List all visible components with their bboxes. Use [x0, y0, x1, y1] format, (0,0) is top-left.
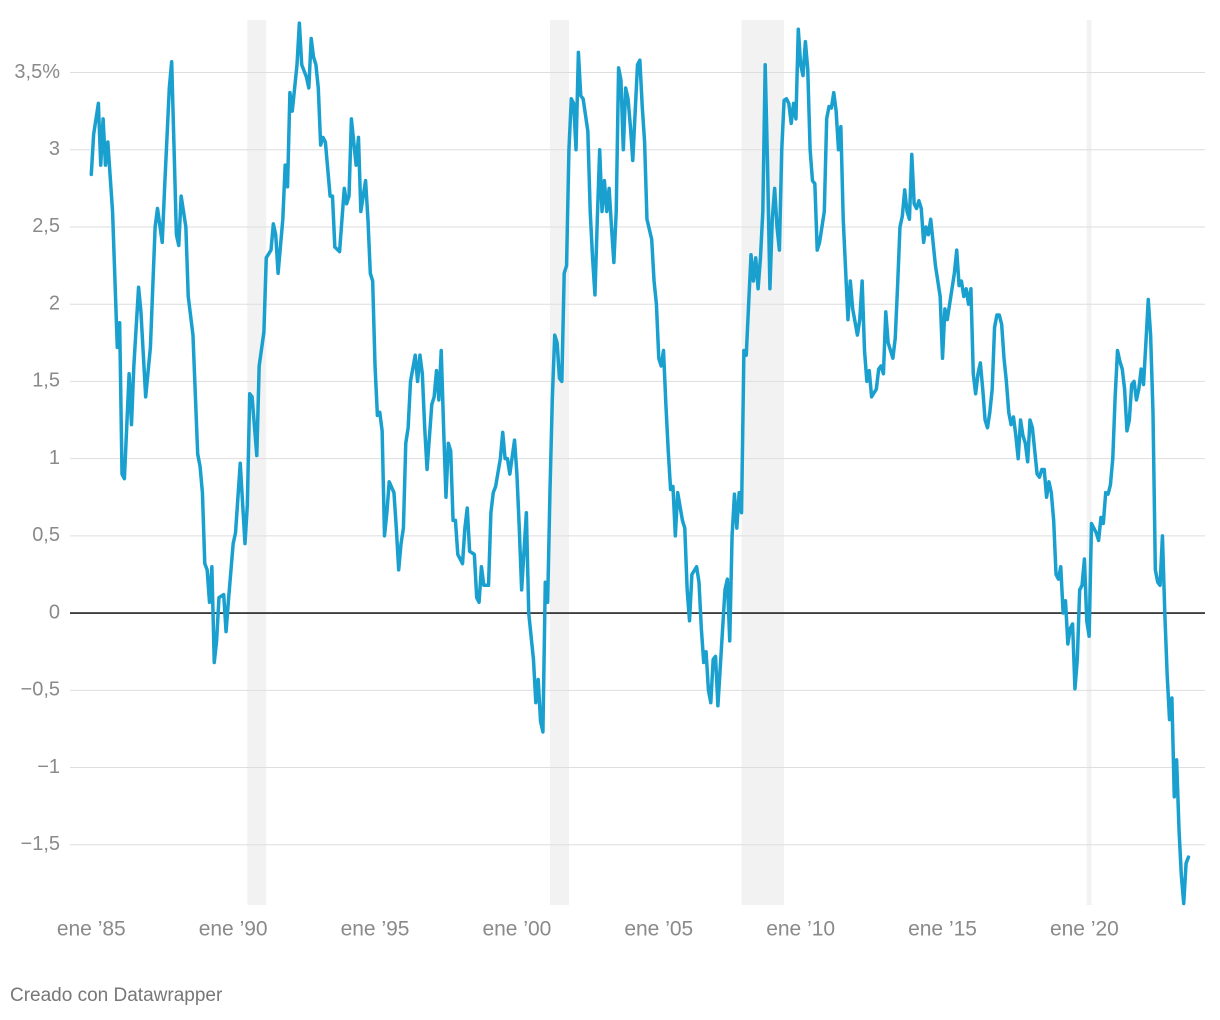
- data-line: [89, 21, 1191, 906]
- source-note: Creado con Datawrapper: [10, 985, 223, 1006]
- shaded-range: [247, 20, 267, 905]
- y-tick-label: −1: [37, 756, 60, 778]
- x-tick-label: ene ’10: [766, 918, 835, 941]
- x-tick-label: ene ’05: [624, 918, 693, 941]
- y-tick-label: 2: [49, 292, 60, 314]
- y-tick-label: 0,5: [32, 524, 60, 546]
- x-tick-label: ene ’00: [482, 918, 551, 941]
- x-tick-label: ene ’15: [908, 918, 977, 941]
- y-tick-label: 1,5: [32, 370, 60, 392]
- x-tick-label: ene ’85: [57, 918, 126, 941]
- x-tick-label: ene ’90: [199, 918, 268, 941]
- y-tick-label: 1: [49, 447, 60, 469]
- y-tick-label: −1,5: [21, 833, 60, 855]
- y-tick-label: 0: [49, 601, 60, 623]
- shaded-range: [1086, 20, 1092, 905]
- y-tick-label: −0,5: [21, 679, 60, 701]
- x-tick-label: ene ’20: [1050, 918, 1119, 941]
- y-tick-label: 3: [49, 138, 60, 160]
- grid: 3,5% 3 2,5 2 1,5 1 0,5 0 −0,5 −1 −1,5 ene ’85 ene ’9…: [14, 61, 1205, 941]
- y-tick-label: 2,5: [32, 215, 60, 237]
- y-tick-label: 3,5%: [14, 61, 60, 83]
- plot: [89, 21, 1191, 906]
- x-tick-label: ene ’95: [341, 918, 410, 941]
- shaded-range: [550, 20, 569, 905]
